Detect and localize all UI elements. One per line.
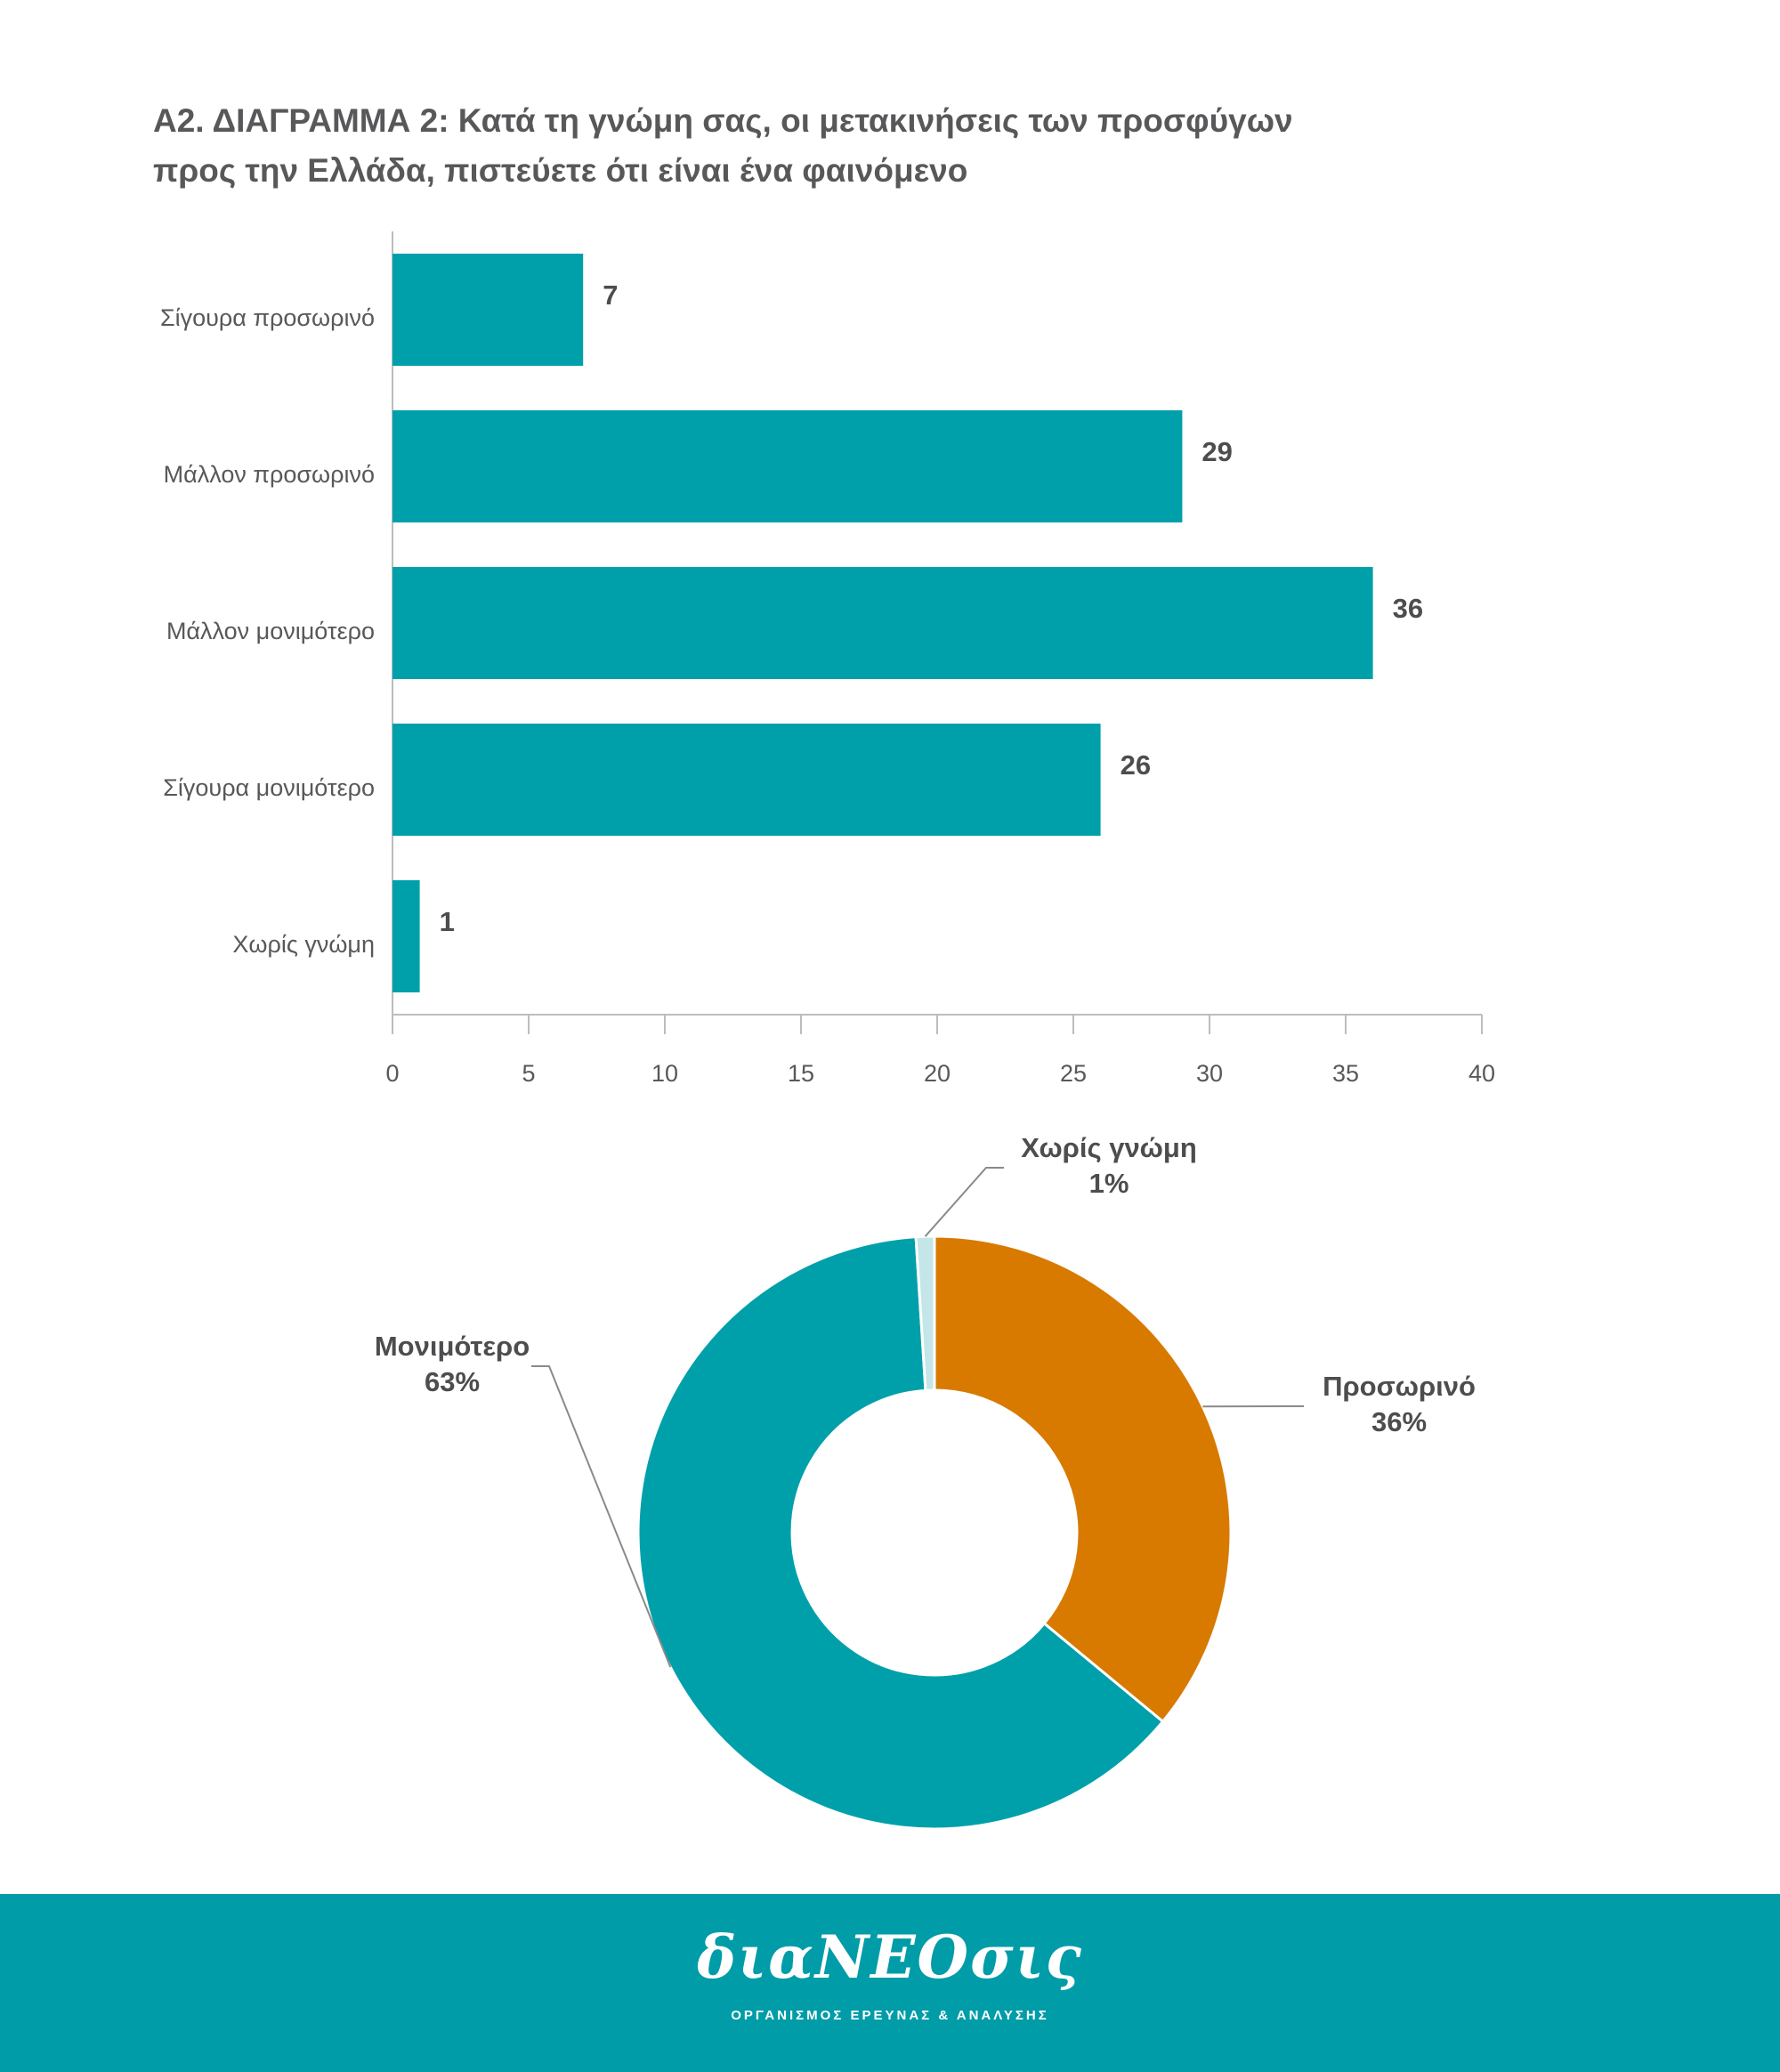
x-tick-label: 5	[522, 1060, 535, 1086]
category-label: Μάλλον προσωρινό	[164, 461, 375, 488]
bar-chart-axes: 0 5 10 15 20 25 30 35 40	[385, 231, 1495, 1086]
donut-slice-2	[636, 1235, 1165, 1831]
category-label: Σίγουρα μονιμότερο	[163, 774, 375, 801]
x-tick-label: 20	[924, 1060, 951, 1086]
x-tick-label: 15	[788, 1060, 814, 1086]
footer-banner: διαΝΕΟσις ΟΡΓΑΝΙΣΜΟΣ ΕΡΕΥΝΑΣ & ΑΝΑΛΥΣΗΣ	[0, 1894, 1780, 2072]
bar-2	[392, 410, 1183, 522]
chart-title: Α2. ΔΙΑΓΡΑΜΜΑ 2: Κατά τη γνώμη σας, οι μ…	[153, 96, 1577, 196]
category-label: Μάλλον μονιμότερο	[166, 618, 375, 644]
bar-value-label: 7	[603, 279, 618, 311]
donut-slice-3	[914, 1234, 936, 1392]
leader-line	[924, 1167, 1004, 1237]
x-tick-label: 25	[1060, 1060, 1087, 1086]
x-tick-label: 30	[1196, 1060, 1223, 1086]
bar-3	[392, 567, 1373, 679]
bar-value-label: 1	[440, 906, 455, 937]
x-tick-label: 10	[651, 1060, 678, 1086]
slice-percent-label: 1%	[1089, 1168, 1129, 1199]
donut-chart-slices	[636, 1234, 1233, 1831]
x-tick-label: 40	[1468, 1060, 1495, 1086]
chart-title-line-2: προς την Ελλάδα, πιστεύετε ότι είναι ένα…	[153, 152, 968, 189]
chart-title-line-1: Α2. ΔΙΑΓΡΑΜΜΑ 2: Κατά τη γνώμη σας, οι μ…	[153, 102, 1293, 139]
category-label: Σίγουρα προσωρινό	[160, 304, 375, 331]
x-tick-label: 0	[385, 1060, 399, 1086]
x-tick-label: 35	[1332, 1060, 1359, 1086]
logo-tagline: ΟΡΓΑΝΙΣΜΟΣ ΕΡΕΥΝΑΣ & ΑΝΑΛΥΣΗΣ	[731, 2008, 1049, 2023]
donut-chart: Προσωρινό 36% Μονιμότερο 63% Χωρίς γνώμη 1%	[375, 1132, 1476, 1831]
slice-percent-label: 63%	[425, 1366, 480, 1397]
leader-line	[531, 1365, 672, 1668]
bar-chart-bars	[392, 254, 1373, 992]
bar-1	[392, 254, 584, 366]
bar-chart-labels: Σίγουρα προσωρινό 7 Μάλλον προσωρινό 29 Μάλλ…	[160, 279, 1423, 958]
bar-value-label: 29	[1202, 436, 1232, 467]
bar-value-label: 36	[1393, 593, 1423, 624]
bar-chart: 0 5 10 15 20 25 30 35 40 Σίγουρα προσωρινό 7 Μάλλο…	[160, 231, 1495, 1086]
category-label: Χωρίς γνώμη	[232, 931, 375, 958]
bar-value-label: 26	[1121, 749, 1151, 781]
donut-chart-labels: Προσωρινό 36% Μονιμότερο 63% Χωρίς γνώμη 1%	[375, 1132, 1476, 1668]
bar-5	[392, 880, 420, 992]
bar-4	[392, 724, 1101, 836]
slice-name-label: Μονιμότερο	[375, 1331, 530, 1362]
slice-name-label: Προσωρινό	[1323, 1371, 1476, 1402]
dianeosis-logo: διαΝΕΟσις	[697, 1922, 1083, 1992]
slice-name-label: Χωρίς γνώμη	[1021, 1132, 1197, 1163]
slice-percent-label: 36%	[1371, 1406, 1427, 1437]
donut-slice-1	[933, 1234, 1233, 1724]
